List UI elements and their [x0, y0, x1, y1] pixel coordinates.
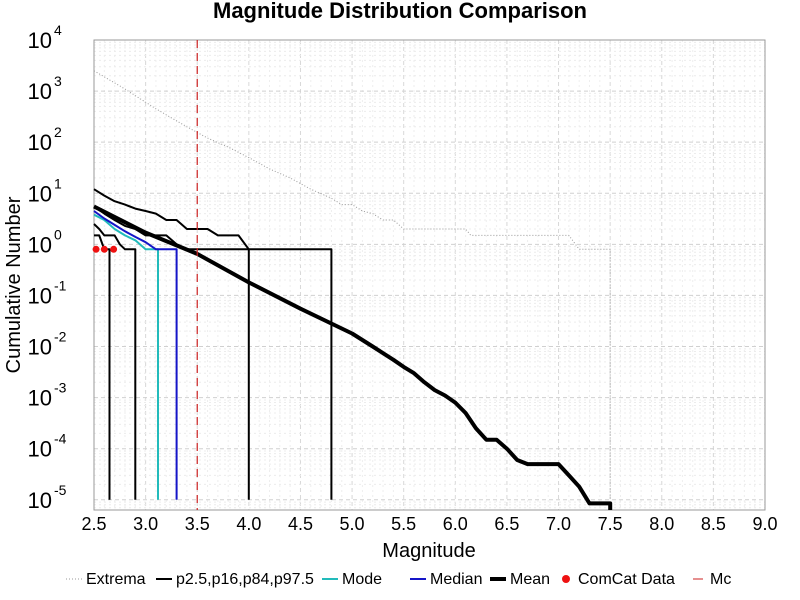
comcat-points-layer: [92, 245, 118, 253]
legend-label: Mode: [342, 571, 382, 588]
comcat-data-point: [100, 245, 108, 253]
y-tick-base: 10: [28, 232, 52, 257]
y-tick-base: 10: [28, 79, 52, 104]
legend: Extrema p2.5,p16,p84,p97.5 Mode Median Mean C…: [66, 571, 731, 588]
legend-item-median: Median: [410, 571, 482, 588]
y-axis-label: Cumulative Number: [3, 196, 25, 373]
y-tick-label: 10 -2: [28, 329, 67, 360]
x-tick-label: 4.0: [236, 514, 261, 534]
x-tick-label: 4.5: [288, 514, 313, 534]
comcat-data-point: [110, 245, 118, 253]
y-tick-label: 10 2: [28, 124, 62, 155]
legend-label: Mc: [710, 571, 731, 588]
x-tick-labels: 2.5 3.0 3.5 4.0 4.5 5.0 5.5 6.0 6.5 7.0 7.5 8.0 8.5 9…: [81, 514, 777, 534]
y-tick-label: 10 4: [28, 22, 62, 53]
legend-swatch: [562, 575, 570, 583]
legend-label: Extrema: [86, 571, 146, 588]
x-tick-label: 6.0: [443, 514, 468, 534]
y-tick-label: 10 1: [28, 175, 62, 206]
legend-label: ComCat Data: [578, 571, 675, 588]
y-tick-base: 10: [28, 28, 52, 53]
x-tick-label: 6.5: [494, 514, 519, 534]
y-tick-exponent: -4: [54, 431, 67, 447]
y-tick-exponent: -2: [54, 329, 67, 345]
legend-label: Median: [430, 571, 482, 588]
legend-item-mode: Mode: [322, 571, 382, 588]
y-tick-base: 10: [28, 437, 52, 462]
y-tick-exponent: 4: [54, 22, 62, 38]
legend-label: Mean: [510, 571, 550, 588]
chart-title: Magnitude Distribution Comparison: [213, 0, 587, 23]
x-tick-label: 9.0: [752, 514, 777, 534]
series-line-extrema-0: [93, 70, 611, 500]
x-tick-label: 5.5: [391, 514, 416, 534]
legend-item-p2-5-p16-p84-p97-5: p2.5,p16,p84,p97.5: [156, 571, 314, 588]
x-tick-label: 8.0: [649, 514, 674, 534]
y-tick-base: 10: [28, 488, 52, 513]
series-line-mean-7: [93, 204, 613, 510]
series-line-p2-5-p16-p84-p97-5-1: [93, 188, 333, 500]
y-tick-exponent: -1: [54, 277, 67, 293]
grid: [93, 39, 766, 510]
x-tick-label: 2.5: [81, 514, 106, 534]
series-line-median-6: [93, 210, 178, 500]
x-tick-label: 5.0: [340, 514, 365, 534]
series-line-p2-5-p16-p84-p97-5-3: [93, 223, 137, 500]
x-tick-label: 7.5: [598, 514, 623, 534]
x-tick-label: 3.0: [133, 514, 158, 534]
x-tick-label: 7.0: [546, 514, 571, 534]
y-tick-exponent: 0: [54, 226, 62, 242]
y-tick-label: 10 -1: [28, 277, 67, 308]
y-tick-label: 10 3: [28, 73, 62, 104]
x-tick-label: 3.5: [185, 514, 210, 534]
series-layer: [93, 70, 613, 510]
y-tick-label: 10 -5: [28, 482, 67, 513]
y-tick-base: 10: [28, 181, 52, 206]
legend-item-mc: Mc: [693, 571, 731, 588]
series-line-p2-5-p16-p84-p97-5-4: [94, 234, 111, 500]
comcat-data-point: [92, 245, 100, 253]
legend-item-comcat-data: ComCat Data: [562, 571, 675, 588]
y-tick-exponent: -5: [54, 482, 67, 498]
legend-label: p2.5,p16,p84,p97.5: [176, 571, 314, 588]
y-tick-label: 10 -3: [28, 380, 67, 411]
x-axis-label: Magnitude: [382, 540, 475, 562]
legend-item-mean: Mean: [490, 571, 550, 588]
y-tick-label: 10 0: [28, 226, 62, 257]
legend-item-extrema: Extrema: [66, 571, 146, 588]
series-line-p2-5-p16-p84-p97-5-2: [93, 205, 250, 500]
y-tick-base: 10: [28, 386, 52, 411]
y-tick-base: 10: [28, 335, 52, 360]
y-tick-exponent: -3: [54, 380, 67, 396]
y-tick-exponent: 2: [54, 124, 62, 140]
y-tick-exponent: 3: [54, 73, 62, 89]
y-tick-label: 10 -4: [28, 431, 67, 462]
y-tick-base: 10: [28, 130, 52, 155]
plot-frame: [93, 39, 766, 511]
y-tick-base: 10: [28, 283, 52, 308]
y-tick-exponent: 1: [54, 175, 62, 191]
x-tick-label: 8.5: [701, 514, 726, 534]
